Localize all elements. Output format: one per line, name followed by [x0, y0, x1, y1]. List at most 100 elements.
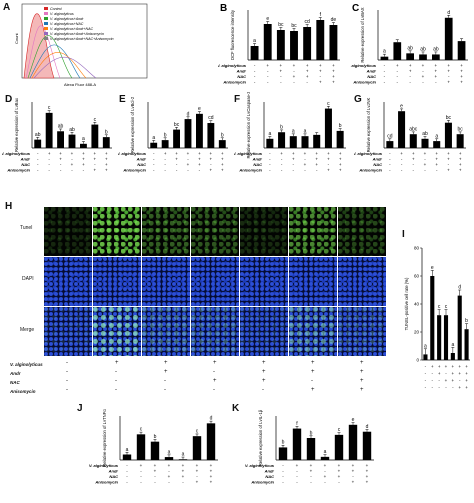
chart-f: Relative expression of LvCaspase-3 a b a a c b… [234, 92, 346, 173]
tunel-tile [240, 207, 288, 256]
treatment-sign: - [60, 162, 62, 167]
treatment-sign: + [435, 157, 438, 162]
treatment-sign: + [339, 168, 342, 173]
bar [334, 434, 344, 460]
h-treatment-sign: - [164, 378, 166, 384]
h-treatment-sign: + [164, 369, 168, 375]
treatment-sign: + [465, 364, 468, 369]
treatment-sign: + [327, 157, 330, 162]
dapi-tile [93, 257, 141, 306]
treatment-sign: - [422, 80, 424, 85]
treatment-sign: - [37, 162, 39, 167]
treatment-sign: + [71, 162, 74, 167]
legend-entry: V. alginolyticus+Andr+NAC [50, 27, 93, 31]
significance-letter: bc [291, 23, 297, 29]
treatment-sign: + [306, 69, 309, 74]
bar [444, 122, 452, 148]
treatment-sign: + [332, 69, 335, 74]
significance-letter: a [324, 449, 327, 455]
treatment-sign: - [199, 168, 201, 173]
legend-entry: Control [50, 7, 62, 11]
significance-letter: ab [422, 131, 428, 137]
treatment-sign: - [48, 162, 50, 167]
bar [301, 136, 309, 148]
bar [348, 424, 358, 460]
treatment-sign: - [126, 480, 128, 485]
treatment-sign: + [304, 151, 307, 156]
bar [290, 31, 298, 60]
treatment-sign: + [460, 63, 463, 68]
treatment-sign: + [338, 463, 341, 468]
dapi-tile [338, 257, 386, 306]
treatment-sign: - [425, 364, 427, 369]
treatment-sign: - [153, 162, 155, 167]
treatment-sign: - [48, 157, 50, 162]
treatment-sign: - [267, 80, 269, 85]
treatment-sign: + [182, 474, 185, 479]
treatment-sign: + [459, 157, 462, 162]
legend-swatch [44, 32, 48, 35]
treatment-sign: - [389, 151, 391, 156]
treatment-sign: + [319, 80, 322, 85]
treatment-row-label: V. alginolyticus [245, 463, 275, 468]
treatment-sign: - [310, 474, 312, 479]
treatment-sign: + [266, 63, 269, 68]
bar [329, 25, 338, 60]
h-treatment-sign: + [213, 360, 217, 366]
y-tick-label: 80 [414, 246, 420, 251]
treatment-sign: - [71, 157, 73, 162]
treatment-sign: + [459, 162, 462, 167]
treatment-sign: + [175, 151, 178, 156]
bar [423, 354, 428, 360]
treatment-row-label: Anisomycin [122, 168, 146, 173]
treatment-row-label: Andr [372, 157, 383, 162]
treatment-sign: + [319, 69, 322, 74]
treatment-sign: - [154, 480, 156, 485]
legend-entry: V. alginolyticus+Andr+NAC+Anisomycin [50, 37, 114, 41]
y-axis-label: Relative expression of LvIL-1β [258, 409, 263, 466]
treatment-sign: - [401, 157, 403, 162]
treatment-sign: + [435, 162, 438, 167]
treatment-sign: + [327, 168, 330, 173]
h-treatment-sign: - [311, 378, 313, 384]
significance-letter: e [431, 265, 434, 271]
bar [386, 141, 394, 148]
treatment-row-label: Andr [20, 157, 31, 162]
treatment-sign: + [306, 63, 309, 68]
treatment-sign: + [458, 364, 461, 369]
treatment-sign: + [447, 69, 450, 74]
tunel-tile [93, 207, 141, 256]
significance-letter: a [383, 49, 386, 55]
bar [421, 138, 429, 148]
treatment-sign: - [432, 385, 434, 390]
panel-label-f: F [234, 94, 241, 105]
treatment-row-label: Anisomycin [352, 80, 376, 85]
treatment-sign: - [293, 162, 295, 167]
treatment-sign: + [452, 378, 455, 383]
treatment-row-label: Andr [366, 69, 377, 74]
treatment-sign: + [366, 463, 369, 468]
dapi-tile [240, 257, 288, 306]
significance-letter: ab [420, 46, 426, 52]
significance-letter: cd [305, 19, 311, 25]
panel-label-a: A [3, 2, 11, 13]
treatment-sign: - [435, 80, 437, 85]
bar [457, 41, 466, 60]
treatment-sign: - [182, 480, 184, 485]
treatment-sign: + [409, 63, 412, 68]
bar [398, 111, 406, 148]
y-axis-label: DCF fluorescence intensity [230, 9, 235, 60]
treatment-row-label: NAC [109, 474, 118, 479]
treatment-sign: - [282, 469, 284, 474]
treatment-sign: - [281, 157, 283, 162]
bar [393, 42, 402, 60]
significance-letter: d [458, 285, 461, 291]
tunel-tile [289, 207, 337, 256]
bar [184, 119, 192, 148]
dapi-tile [191, 257, 239, 306]
dapi-row-label: DAPI [22, 276, 34, 282]
treatment-sign: + [154, 469, 157, 474]
merge-tile [338, 307, 386, 356]
significance-letter: ab [407, 45, 413, 51]
